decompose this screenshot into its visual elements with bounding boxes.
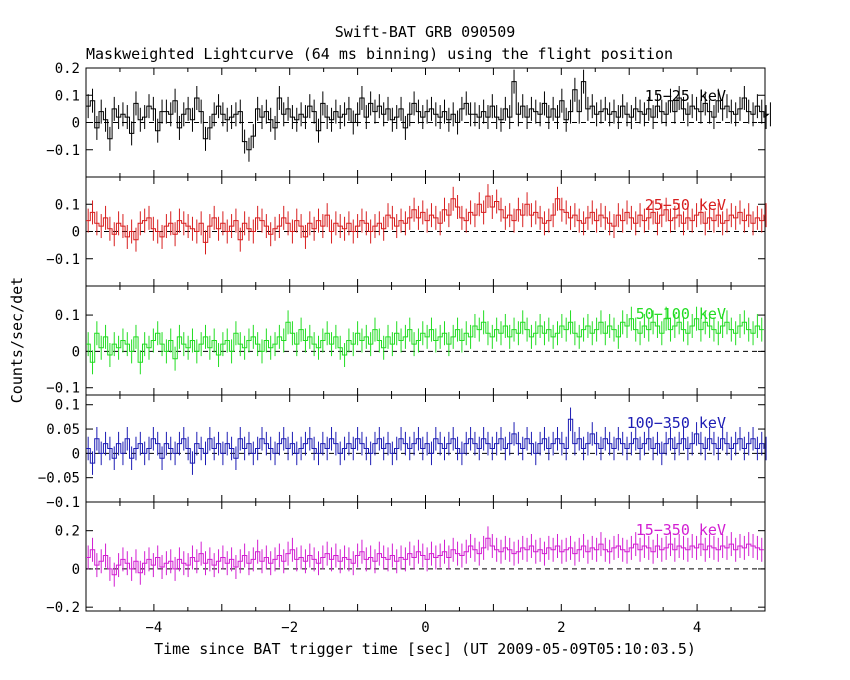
- y-tick-label: −0.05: [38, 471, 80, 487]
- y-tick-label: −0.1: [46, 143, 80, 159]
- y-tick-label: 0.1: [55, 398, 80, 414]
- y-tick-label: 0: [72, 116, 80, 132]
- chart-subtitle: Maskweighted Lightcurve (64 ms binning) …: [86, 45, 673, 63]
- y-tick-label: 0: [72, 562, 80, 578]
- series-line: [86, 318, 764, 363]
- x-tick-label: −2: [281, 620, 298, 636]
- y-tick-label: −0.1: [46, 381, 80, 397]
- y-tick-label: −0.1: [46, 252, 80, 268]
- y-tick-label: 0: [72, 225, 80, 241]
- y-tick-label: 0.1: [55, 308, 80, 324]
- panel-energy-label: 15−25 keV: [645, 87, 726, 105]
- panel-0: −0.1 0 0.1 0.2 15−25 keV: [46, 61, 771, 178]
- y-tick-label: 0: [72, 446, 80, 462]
- x-tick-labels: −4 −2 0 2 4: [145, 620, 701, 636]
- panel-energy-label: 25−50 keV: [645, 196, 726, 214]
- y-tick-label: −0.1: [46, 495, 80, 511]
- x-tick-label: 2: [557, 620, 565, 636]
- y-tick-label: 0.1: [55, 197, 80, 213]
- panel-1: −0.1 0 0.1 25−50 keV: [46, 176, 767, 287]
- series-line: [86, 81, 770, 151]
- x-tick-label: −4: [145, 620, 162, 636]
- panel-energy-label: 50−100 keV: [636, 305, 726, 323]
- chart-title: Swift-BAT GRB 090509: [335, 23, 516, 41]
- panel-4: −0.2 0 0.2 15−350 keV: [46, 501, 766, 616]
- series-line: [86, 537, 764, 576]
- x-tick-label: 0: [421, 620, 429, 636]
- panel-3: −0.1 −0.05 0 0.05 0.1 100−350 keV: [38, 394, 767, 511]
- y-tick-label: −0.2: [46, 600, 80, 616]
- y-tick-label: 0.2: [55, 524, 80, 540]
- panel-energy-label: 15−350 keV: [636, 521, 726, 539]
- x-axis-label: Time since BAT trigger time [sec] (UT 20…: [154, 640, 696, 658]
- panels-group: −0.100.10.215−25 keV−0.100.1 25−50 keV−0.…: [38, 61, 771, 616]
- y-tick-label: 0.2: [55, 61, 80, 77]
- panel-energy-label: 100−350 keV: [627, 414, 726, 432]
- x-tick-label: 4: [693, 620, 701, 636]
- panel-2: −0.1 0 0.1 50−100 keV: [46, 285, 766, 397]
- y-tick-label: 0: [72, 344, 80, 360]
- y-axis-label: Counts/sec/det: [8, 277, 26, 403]
- y-tick-label: 0.05: [46, 422, 80, 438]
- y-tick-label: 0.1: [55, 88, 80, 104]
